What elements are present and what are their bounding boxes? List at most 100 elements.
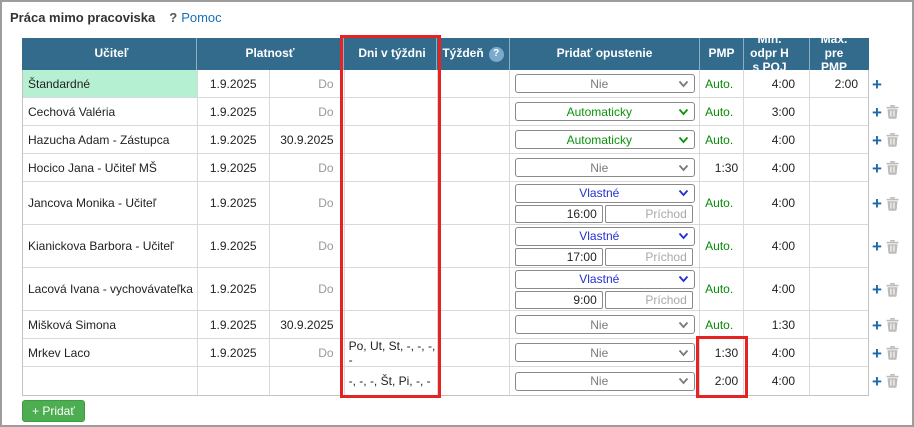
add-row-icon[interactable]: + <box>872 315 882 335</box>
validity-to-field[interactable]: Do <box>270 70 345 97</box>
arrival-time-input[interactable] <box>604 204 693 223</box>
leave-type-value: Automaticky <box>566 104 632 119</box>
add-row-icon[interactable]: + <box>872 343 882 363</box>
leave-type-select[interactable]: Nie <box>514 158 695 177</box>
week-cell <box>438 367 511 395</box>
delete-row-icon[interactable] <box>886 346 899 360</box>
teacher-name-cell: Mišková Simona <box>23 311 198 338</box>
teacher-name: Cechová Valéria <box>28 104 116 119</box>
add-row-icon[interactable]: + <box>872 371 882 391</box>
week-cell <box>438 70 511 97</box>
leave-type-select[interactable]: Nie <box>514 315 695 334</box>
validity-to-field[interactable]: Do <box>270 182 345 224</box>
delete-row-icon[interactable] <box>886 318 899 332</box>
validity-to-field[interactable]: Do <box>270 339 345 366</box>
delete-row-icon[interactable] <box>886 239 899 254</box>
validity-to-field[interactable] <box>270 367 345 395</box>
teacher-name: Lacová Ivana - vychovávateľka <box>28 282 193 296</box>
arrival-time-input[interactable] <box>604 247 693 266</box>
row-actions: + <box>872 98 910 126</box>
min-odpr-value: 4:00 <box>771 76 796 91</box>
row-actions: + <box>872 311 910 339</box>
validity-to-value: Do <box>318 345 334 360</box>
chevron-down-icon <box>678 232 688 240</box>
week-cell <box>438 98 511 125</box>
add-leave-cell: Vlastné <box>510 225 701 267</box>
delete-row-icon[interactable] <box>886 133 899 147</box>
validity-to-field[interactable]: Do <box>270 98 345 125</box>
min-odpr-cell: 4:00 <box>744 268 811 310</box>
max-pmp-cell <box>810 182 868 224</box>
header-validity: Platnosť <box>197 38 344 70</box>
header-pmp: PMP <box>700 38 744 70</box>
max-pmp-cell <box>810 339 868 366</box>
validity-from-field[interactable]: 1.9.2025 <box>198 182 270 224</box>
week-cell <box>438 268 511 310</box>
week-help-icon[interactable]: ? <box>488 46 504 62</box>
validity-to-field[interactable]: Do <box>270 154 345 181</box>
validity-from-field[interactable]: 1.9.2025 <box>198 268 270 310</box>
week-cell <box>438 154 511 181</box>
add-record-button[interactable]: + Pridať <box>22 400 85 422</box>
min-odpr-cell: 4:00 <box>744 126 811 153</box>
leave-type-value: Nie <box>590 374 609 388</box>
departure-time-input[interactable] <box>514 290 603 309</box>
leave-type-select[interactable]: Vlastné <box>514 269 695 289</box>
validity-from-field[interactable]: 1.9.2025 <box>198 225 270 267</box>
add-leave-cell: Nie <box>510 154 701 181</box>
validity-from-field[interactable] <box>198 367 270 395</box>
min-odpr-cell: 4:00 <box>744 154 811 181</box>
validity-to-field[interactable]: 30.9.2025 <box>270 126 345 153</box>
pmp-value: Auto. <box>705 196 734 210</box>
delete-row-icon[interactable] <box>886 282 899 297</box>
add-leave-cell: Automaticky <box>510 126 701 153</box>
leave-type-select[interactable]: Nie <box>514 371 695 391</box>
delete-row-icon[interactable] <box>886 374 899 388</box>
add-row-icon[interactable]: + <box>872 102 882 122</box>
validity-from-value: 1.9.2025 <box>209 160 257 175</box>
table-header-row: Učiteľ Platnosť Dni v týždni Týždeň ? Pr… <box>22 32 869 74</box>
validity-from-field[interactable]: 1.9.2025 <box>198 126 270 153</box>
departure-time-input[interactable] <box>514 247 603 266</box>
add-row-icon[interactable]: + <box>872 158 882 178</box>
teacher-name-cell: Lacová Ivana - vychovávateľka <box>23 268 198 310</box>
validity-to-field[interactable]: Do <box>270 225 345 267</box>
delete-row-icon[interactable] <box>886 196 899 211</box>
teacher-name-cell: Kianickova Barbora - Učiteľ <box>23 225 198 267</box>
validity-to-field[interactable]: Do <box>270 268 345 310</box>
leave-type-select[interactable]: Automaticky <box>514 102 695 121</box>
add-row-icon[interactable]: + <box>872 74 882 94</box>
help-link[interactable]: ? Pomoc <box>169 10 221 25</box>
max-pmp-cell <box>810 268 868 310</box>
add-leave-cell: Vlastné <box>510 182 701 224</box>
add-row-icon[interactable]: + <box>872 280 882 299</box>
days-of-week-cell <box>345 126 438 153</box>
days-of-week-cell <box>345 70 438 97</box>
validity-from-field[interactable]: 1.9.2025 <box>198 154 270 181</box>
arrival-time-input[interactable] <box>604 290 693 309</box>
validity-to-field[interactable]: 30.9.2025 <box>270 311 345 338</box>
leave-type-select[interactable]: Vlastné <box>514 226 695 246</box>
delete-row-icon[interactable] <box>886 161 899 175</box>
leave-time-inputs <box>514 204 695 223</box>
chevron-down-icon <box>678 189 688 197</box>
validity-to-value: Do <box>318 282 334 296</box>
add-row-icon[interactable]: + <box>872 237 882 256</box>
departure-time-input[interactable] <box>514 204 603 223</box>
leave-type-select[interactable]: Nie <box>514 74 695 93</box>
pmp-value: Auto. <box>705 239 734 253</box>
add-row-icon[interactable]: + <box>872 130 882 150</box>
leave-type-select[interactable]: Nie <box>514 343 695 362</box>
validity-from-field[interactable]: 1.9.2025 <box>198 70 270 97</box>
teacher-name: Mišková Simona <box>28 317 117 332</box>
validity-from-field[interactable]: 1.9.2025 <box>198 339 270 366</box>
leave-type-select[interactable]: Vlastné <box>514 183 695 203</box>
add-row-icon[interactable]: + <box>872 194 882 213</box>
leave-type-select[interactable]: Automaticky <box>514 130 695 149</box>
pmp-value: 1:30 <box>714 345 739 360</box>
delete-row-icon[interactable] <box>886 105 899 119</box>
validity-from-field[interactable]: 1.9.2025 <box>198 98 270 125</box>
validity-from-field[interactable]: 1.9.2025 <box>198 311 270 338</box>
min-odpr-cell: 1:30 <box>744 311 811 338</box>
header-max-pmp: Max. pre PMP <box>820 32 848 74</box>
